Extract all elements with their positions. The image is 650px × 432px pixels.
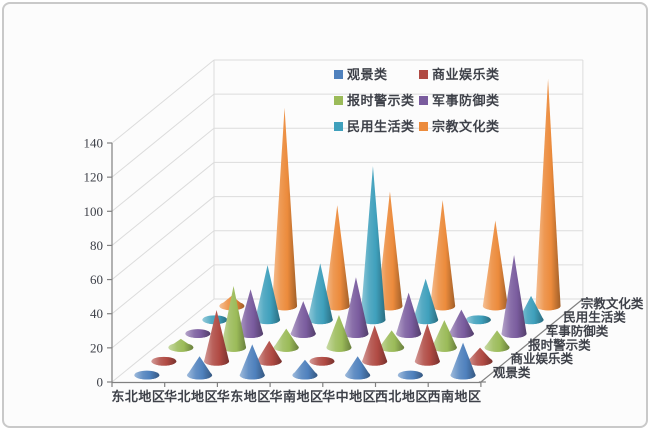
cone-s3-c6	[501, 255, 527, 338]
value-axis-labels: 0 20 40 60 80 100 120 140	[84, 136, 104, 390]
cone-s1-c4	[362, 325, 388, 366]
wall-gridlines	[111, 59, 584, 383]
cone-s1-c3	[309, 356, 335, 366]
cone-s4-c3	[360, 166, 386, 325]
cone-chart-3d: 0 20 40 60 80 100 120 140 东北地区华北地区华东地区华南地区华中地区西北…	[84, 59, 644, 404]
y-tick-label: 120	[84, 170, 104, 185]
depth-axis-label: 宗教文化类	[581, 296, 644, 311]
cone-s4-c4	[413, 278, 439, 325]
category-label: 华北地区	[164, 389, 218, 404]
y-tick-label: 20	[90, 340, 103, 355]
y-tick-label: 60	[90, 272, 103, 287]
cone-s3-c5	[448, 309, 474, 338]
cone-s4-c6	[518, 295, 544, 325]
cone-s2-c4	[379, 330, 405, 352]
y-tick-label: 100	[84, 204, 104, 219]
cone-s1-c6	[467, 347, 493, 366]
cone-s5-c5	[482, 220, 508, 311]
cones	[134, 78, 561, 380]
legend-marker	[419, 96, 428, 105]
depth-axis-label: 商业娱乐类	[511, 351, 574, 366]
cone-s2-c5	[431, 320, 457, 352]
category-label: 华中地区	[322, 389, 376, 404]
legend-label: 军事防御类	[432, 93, 500, 108]
cone-s0-c6	[450, 342, 476, 380]
cone-s5-c2	[324, 205, 350, 311]
legend-marker	[334, 70, 343, 79]
cone-s0-c0	[134, 370, 160, 380]
cone-s1-c0	[151, 356, 177, 366]
legend-label: 报时警示类	[347, 93, 415, 108]
cone-s4-c5	[465, 315, 491, 325]
cone-s2-c2	[273, 328, 299, 352]
cone-s1-c1	[204, 310, 230, 366]
cone-s2-c0	[168, 338, 194, 352]
legend-marker	[419, 122, 428, 131]
cone-s0-c5	[397, 370, 423, 380]
y-tick-label: 0	[97, 375, 104, 390]
category-label: 西南地区	[428, 389, 482, 404]
cone-s5-c6	[535, 78, 561, 311]
legend-label: 宗教文化类	[432, 119, 500, 134]
depth-axis-label: 观景类	[493, 365, 531, 380]
cone-s3-c0	[185, 329, 211, 338]
legend-marker	[334, 96, 343, 105]
cone-s5-c1	[272, 107, 298, 311]
legend-label: 观景类	[347, 67, 388, 82]
cone-s5-c4	[430, 200, 456, 311]
depth-axis-label: 民用生活类	[563, 310, 626, 325]
cone-s3-c2	[290, 301, 316, 338]
category-label: 华南地区	[269, 389, 323, 404]
legend-label: 民用生活类	[347, 119, 415, 134]
category-label: 东北地区	[111, 389, 165, 404]
cone-s3-c1	[238, 289, 264, 338]
cone-s0-c3	[292, 359, 318, 380]
cone-s3-c4	[396, 292, 422, 338]
y-tick-label: 40	[90, 306, 103, 321]
category-label: 西北地区	[375, 389, 429, 404]
cone-s2-c1	[221, 285, 247, 352]
cone-s0-c2	[239, 344, 265, 380]
cone-s0-c1	[187, 356, 213, 380]
legend-marker	[334, 122, 343, 131]
cone-s4-c2	[307, 263, 333, 325]
axes	[107, 142, 588, 387]
category-label: 华东地区	[217, 389, 271, 404]
legend-label: 商业娱乐类	[432, 67, 500, 82]
depth-axis-label: 军事防御类	[546, 324, 609, 339]
cone-s1-c2	[256, 340, 282, 366]
y-tick-label: 140	[84, 136, 104, 151]
depth-axis-label: 报时警示类	[528, 337, 591, 352]
cone-s4-c1	[255, 265, 281, 325]
cone-s2-c3	[326, 314, 352, 352]
cone-s3-c3	[343, 277, 369, 338]
cone-s2-c6	[484, 330, 510, 352]
cone-s1-c5	[414, 323, 440, 366]
legend-marker	[419, 70, 428, 79]
y-tick-label: 80	[90, 238, 103, 253]
cone-s0-c4	[345, 356, 371, 380]
